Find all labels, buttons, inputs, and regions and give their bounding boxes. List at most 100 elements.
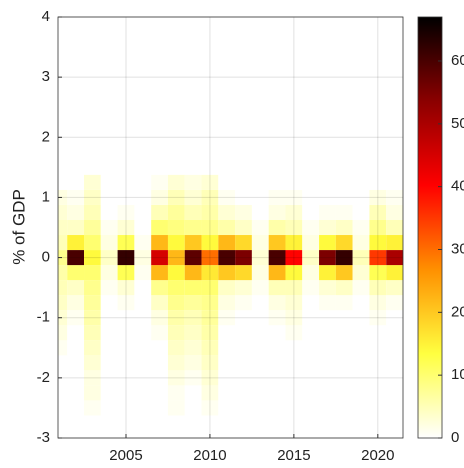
heatmap-cell — [218, 280, 236, 296]
y-tick-label: 3 — [42, 68, 50, 85]
heatmap-cell — [235, 400, 252, 416]
heatmap-cell — [201, 189, 219, 205]
heatmap-cell — [302, 189, 320, 205]
heatmap-cell — [201, 235, 219, 251]
heatmap-cell — [319, 400, 336, 416]
heatmap-cell — [134, 370, 152, 386]
heatmap-cell — [302, 295, 320, 311]
heatmap-cell — [251, 280, 269, 296]
heatmap-cell — [100, 174, 118, 190]
heatmap-cell — [184, 385, 202, 401]
y-tick-label: -2 — [37, 369, 50, 386]
heatmap-cell — [84, 204, 101, 220]
heatmap-cell — [352, 370, 370, 386]
heatmap-cell — [251, 189, 269, 205]
heatmap-cell — [235, 189, 252, 205]
colorbar-tick-label: 40 — [451, 178, 464, 195]
heatmap-cell — [352, 174, 370, 190]
heatmap-cell — [151, 189, 168, 205]
heatmap-cell — [218, 310, 236, 326]
heatmap-cell — [134, 265, 152, 281]
heatmap-cell — [67, 385, 85, 401]
heatmap-cell — [268, 370, 286, 386]
heatmap-cell — [251, 370, 269, 386]
heatmap-cell — [58, 310, 68, 326]
heatmap-cell — [335, 325, 353, 341]
heatmap-cell — [58, 295, 68, 311]
heatmap-cell — [58, 250, 68, 266]
heatmap-cell — [235, 385, 252, 401]
heatmap-cell — [58, 265, 68, 281]
heatmap-cell — [319, 340, 336, 356]
heatmap-cell — [167, 250, 185, 266]
heatmap-cell — [134, 250, 152, 266]
heatmap-cell — [386, 295, 403, 311]
heatmap-cell — [151, 385, 168, 401]
x-tick-label: 2015 — [277, 447, 310, 464]
heatmap-cell — [184, 189, 202, 205]
heatmap-cell — [319, 204, 336, 220]
heatmap-cell — [84, 400, 101, 416]
heatmap-cell — [386, 174, 403, 190]
heatmap-cell — [235, 355, 252, 371]
heatmap-cell — [251, 385, 269, 401]
heatmap-cell — [117, 355, 135, 371]
heatmap-cell — [151, 325, 168, 341]
heatmap-cell — [386, 219, 403, 236]
heatmap-cell — [352, 385, 370, 401]
heatmap-cell — [84, 189, 101, 205]
heatmap-cell — [67, 250, 85, 266]
heatmap-cell — [335, 189, 353, 205]
heatmap-cell — [335, 385, 353, 401]
y-tick-label: -1 — [37, 309, 50, 326]
heatmap-cell — [285, 325, 303, 341]
heatmap-cell — [134, 400, 152, 416]
heatmap-cell — [184, 250, 202, 266]
heatmap-cell — [352, 400, 370, 416]
heatmap-cell — [84, 280, 101, 296]
heatmap-cell — [302, 265, 320, 281]
heatmap-cell — [369, 385, 387, 401]
heatmap-cell — [335, 355, 353, 371]
heatmap-cell — [369, 189, 387, 205]
heatmap-cell — [218, 204, 236, 220]
heatmap-cell — [319, 235, 336, 251]
heatmap-cell — [151, 400, 168, 416]
heatmap-cell — [167, 235, 185, 251]
heatmap-cell — [100, 325, 118, 341]
heatmap-cell — [302, 204, 320, 220]
heatmap-cell — [369, 204, 387, 220]
heatmap-cell — [285, 340, 303, 356]
heatmap-cell — [84, 355, 101, 371]
heatmap-cell — [184, 265, 202, 281]
heatmap-cell — [251, 204, 269, 220]
heatmap-cell — [117, 250, 135, 266]
heatmap-cell — [319, 295, 336, 311]
heatmap-cell — [184, 370, 202, 386]
heatmap-cell — [319, 219, 336, 236]
heatmap-cell — [319, 250, 336, 266]
heatmap-cell — [369, 265, 387, 281]
heatmap-cell — [369, 250, 387, 266]
heatmap-cell — [268, 280, 286, 296]
heatmap-cell — [251, 250, 269, 266]
heatmap-cell — [251, 235, 269, 251]
heatmap-cell — [134, 280, 152, 296]
heatmap-cell — [184, 295, 202, 311]
heatmap-cell — [268, 310, 286, 326]
heatmap-cell — [201, 355, 219, 371]
heatmap-cell — [134, 174, 152, 190]
heatmap-cell — [369, 355, 387, 371]
heatmap-cell — [218, 189, 236, 205]
heatmap-cell — [369, 340, 387, 356]
heatmap-cell — [84, 174, 101, 190]
heatmap-cell — [335, 265, 353, 281]
heatmap-cell — [352, 189, 370, 205]
heatmap-cell — [67, 295, 85, 311]
heatmap-cell — [235, 310, 252, 326]
heatmap-cell — [251, 325, 269, 341]
heatmap-cell — [335, 280, 353, 296]
heatmap-cell — [167, 174, 185, 190]
heatmap-cell — [386, 355, 403, 371]
heatmap-cell — [100, 235, 118, 251]
